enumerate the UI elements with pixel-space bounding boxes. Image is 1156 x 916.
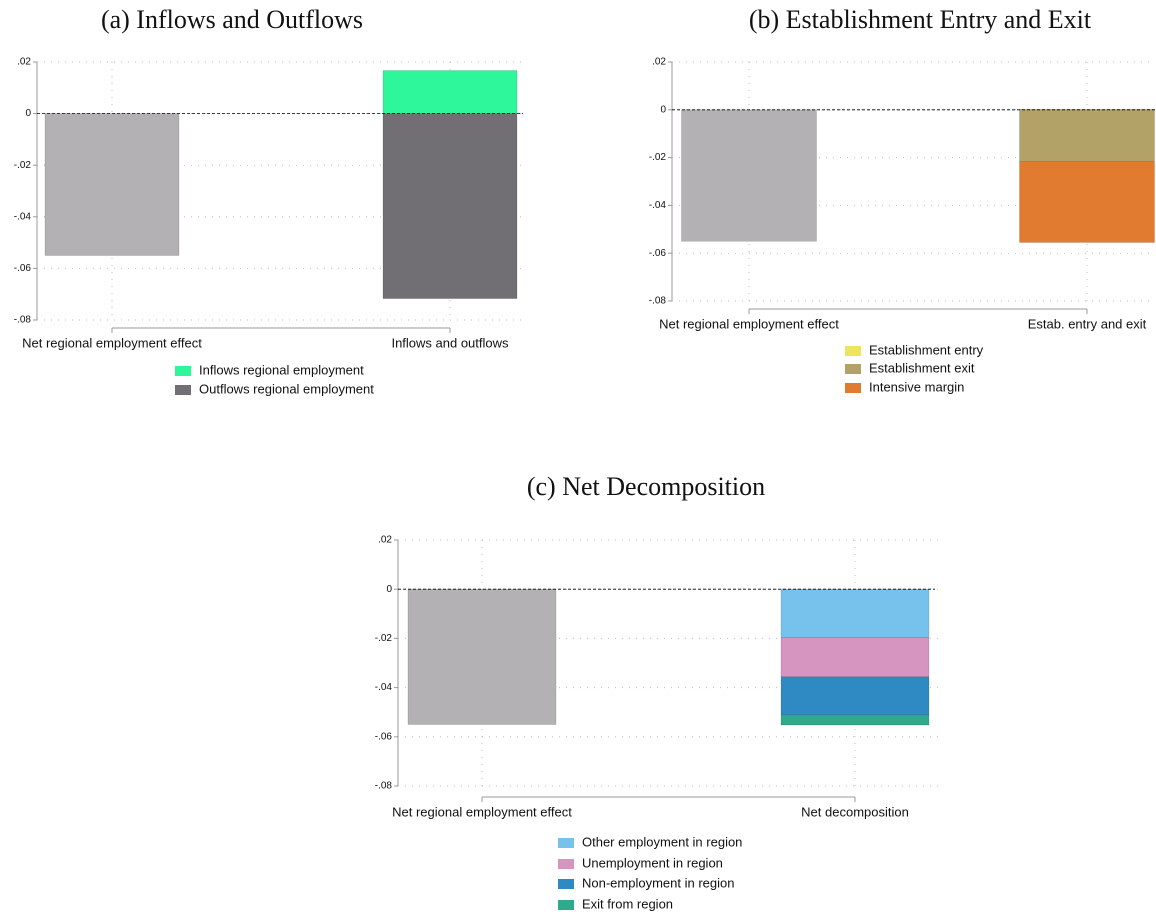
- y-tick-label: -.04: [649, 200, 667, 211]
- y-tick-label: 0: [660, 104, 666, 115]
- y-tick-label: -.06: [375, 731, 393, 742]
- y-tick-label: -.08: [375, 781, 393, 792]
- legend-label: Intensive margin: [869, 379, 964, 394]
- bar-segment: [44, 113, 180, 256]
- y-tick-label: .02: [378, 535, 392, 546]
- legend-label: Establishment exit: [869, 360, 975, 375]
- chart-title: (a) Inflows and Outflows: [101, 5, 363, 34]
- y-tick-label: 0: [386, 584, 392, 595]
- y-tick-label: -.08: [14, 315, 32, 326]
- x-tick-label: Net decomposition: [801, 804, 909, 819]
- legend-swatch: [845, 383, 861, 393]
- x-tick-label: Net regional employment effect: [22, 335, 202, 350]
- legend-label: Unemployment in region: [582, 855, 723, 870]
- y-tick-label: -.02: [375, 633, 393, 644]
- y-tick-label: -.04: [14, 211, 32, 222]
- legend-swatch: [175, 385, 191, 395]
- legend-swatch: [845, 364, 861, 374]
- y-tick-label: .02: [17, 57, 31, 68]
- bar-segment: [382, 70, 518, 114]
- bar-segment: [780, 588, 930, 638]
- y-tick-label: -.06: [14, 263, 32, 274]
- y-tick-label: .02: [652, 57, 666, 68]
- y-tick-label: -.06: [649, 248, 667, 259]
- legend-label: Other employment in region: [582, 834, 742, 849]
- chart-title: (b) Establishment Entry and Exit: [749, 5, 1092, 34]
- bar-segment: [1019, 109, 1155, 162]
- legend-label: Inflows regional employment: [199, 362, 364, 377]
- legend-swatch: [845, 346, 861, 356]
- bar-segment: [382, 113, 518, 299]
- chart-title: (c) Net Decomposition: [527, 472, 765, 501]
- legend-label: Outflows regional employment: [199, 381, 374, 396]
- bar-segment: [780, 714, 930, 726]
- y-tick-label: -.08: [649, 296, 667, 307]
- bar-segment: [1019, 161, 1155, 243]
- legend-swatch: [175, 366, 191, 376]
- legend-label: Establishment entry: [869, 342, 984, 357]
- legend-swatch: [558, 879, 574, 889]
- y-tick-label: -.02: [649, 152, 667, 163]
- legend-swatch: [558, 838, 574, 848]
- x-tick-label: Net regional employment effect: [659, 316, 839, 331]
- legend-swatch: [558, 900, 574, 910]
- y-tick-label: -.04: [375, 682, 393, 693]
- legend-swatch: [558, 859, 574, 869]
- y-tick-label: -.02: [14, 160, 32, 171]
- legend-label: Exit from region: [582, 896, 673, 911]
- y-tick-label: 0: [25, 108, 31, 119]
- bar-segment: [780, 637, 930, 678]
- x-tick-label: Inflows and outflows: [391, 335, 509, 350]
- x-tick-label: Net regional employment effect: [392, 804, 572, 819]
- legend-label: Non-employment in region: [582, 875, 734, 890]
- bar-segment: [407, 588, 557, 725]
- bar-segment: [780, 676, 930, 716]
- bar-segment: [681, 109, 817, 242]
- x-tick-label: Estab. entry and exit: [1028, 316, 1147, 331]
